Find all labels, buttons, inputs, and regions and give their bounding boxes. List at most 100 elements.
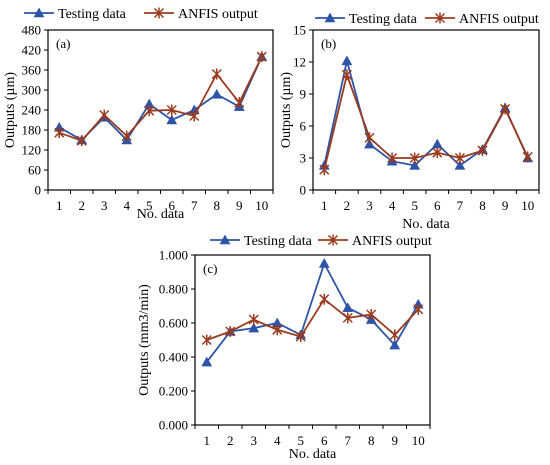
data-point-anfis: [121, 130, 132, 142]
chart-panel: 0.000 0.200 0.400 0.600 0.800 1.000 1 2 3 4 5 6 7 8 9 1…: [137, 234, 432, 462]
x-tick-label: 8: [214, 198, 221, 213]
data-point-testing: [201, 356, 213, 367]
x-tick-label: 8: [368, 433, 375, 448]
x-tick-label: 4: [389, 198, 396, 213]
data-point-testing: [389, 339, 401, 350]
legend: Testing data ANFIS output: [24, 7, 258, 22]
data-point-testing: [318, 257, 330, 268]
y-tick-label: 6: [300, 119, 307, 134]
data-point-anfis: [248, 314, 259, 326]
legend-label-testing: Testing data: [244, 234, 313, 249]
y-tick-label: 180: [22, 123, 42, 138]
data-point-anfis: [295, 331, 306, 343]
chart-panel: 0 60 120 180 240 300 360 420 480 1 2 3 4 5 6 7 8 9 10 (a) No…: [3, 7, 274, 222]
x-tick-label: 3: [251, 433, 258, 448]
data-point-anfis: [364, 132, 375, 144]
data-point-testing: [454, 159, 466, 170]
x-tick-label: 2: [344, 198, 351, 213]
x-tick-label: 5: [411, 198, 418, 213]
legend-marker-anfis: [327, 234, 339, 246]
data-point-anfis: [189, 110, 200, 122]
legend-label-anfis: ANFIS output: [459, 12, 539, 27]
x-tick-label: 1: [321, 198, 328, 213]
x-tick-label: 4: [124, 198, 131, 213]
legend: Testing data ANFIS output: [210, 234, 432, 249]
y-tick-label: 420: [22, 43, 42, 58]
legend-marker-testing: [219, 234, 231, 245]
x-tick-label: 5: [146, 198, 153, 213]
legend-label-anfis: ANFIS output: [352, 234, 432, 249]
data-point-anfis: [522, 151, 533, 163]
x-tick-label: 9: [236, 198, 243, 213]
y-tick-label: 15: [293, 23, 306, 38]
y-tick-label: 0.000: [159, 418, 188, 433]
x-tick-label: 6: [434, 198, 441, 213]
x-tick-label: 5: [298, 433, 305, 448]
data-point-anfis: [389, 329, 400, 341]
legend: Testing data ANFIS output: [315, 12, 539, 27]
x-axis-label: No. data: [402, 217, 450, 232]
data-point-testing: [248, 322, 260, 333]
y-tick-label: 9: [300, 87, 307, 102]
y-tick-label: 3: [300, 151, 307, 166]
y-tick-label: 0: [300, 183, 307, 198]
x-tick-label: 7: [191, 198, 198, 213]
x-tick-label: 7: [345, 433, 352, 448]
data-point-anfis: [454, 152, 465, 164]
y-tick-label: 300: [22, 83, 42, 98]
legend-marker-anfis: [153, 7, 165, 19]
data-point-anfis: [409, 152, 420, 164]
y-tick-label: 0.600: [159, 316, 188, 331]
y-tick-label: 1.000: [159, 248, 188, 263]
x-axis-label: No. data: [289, 447, 337, 462]
data-point-anfis: [413, 303, 424, 315]
data-point-anfis: [319, 164, 330, 176]
x-tick-label: 2: [227, 433, 234, 448]
y-axis-label: Outputs (µm): [3, 72, 18, 148]
x-axis-label: No. data: [137, 207, 185, 222]
y-tick-label: 480: [22, 23, 42, 38]
legend-label-testing: Testing data: [349, 12, 418, 27]
data-point-anfis: [234, 97, 245, 109]
x-tick-label: 6: [169, 198, 176, 213]
data-point-testing: [364, 138, 375, 149]
legend-marker-testing: [33, 7, 45, 18]
x-tick-label: 1: [56, 198, 63, 213]
x-tick-label: 3: [101, 198, 108, 213]
series-line: [58, 56, 263, 142]
x-tick-label: 7: [457, 198, 464, 213]
x-tick-label: 10: [255, 198, 268, 213]
y-tick-label: 240: [22, 103, 42, 118]
panel-label: (b): [321, 36, 336, 51]
x-tick-label: 2: [79, 198, 86, 213]
x-tick-label: 3: [366, 198, 373, 213]
y-tick-label: 0.800: [159, 282, 188, 297]
y-tick-label: 0.400: [159, 350, 188, 365]
data-point-anfis: [211, 68, 222, 80]
panel-label: (c): [203, 261, 217, 276]
data-point-testing: [211, 88, 223, 99]
data-point-anfis: [319, 293, 330, 305]
data-point-anfis: [54, 127, 65, 139]
data-point-anfis: [76, 135, 87, 147]
series-line: [58, 56, 263, 142]
legend-label-testing: Testing data: [58, 7, 127, 22]
x-tick-label: 10: [412, 433, 425, 448]
data-point-testing: [341, 55, 353, 66]
y-axis-label: Outputs (mm3/min): [137, 284, 152, 396]
series-line: [323, 71, 529, 170]
data-point-anfis: [477, 145, 488, 157]
y-tick-label: 360: [22, 63, 42, 78]
data-point-testing: [409, 159, 421, 170]
x-tick-label: 9: [502, 198, 509, 213]
data-point-anfis: [366, 309, 377, 320]
legend-label-anfis: ANFIS output: [178, 7, 258, 22]
y-tick-label: 120: [22, 143, 42, 158]
data-point-anfis: [201, 334, 212, 346]
data-point-anfis: [225, 326, 236, 337]
x-tick-label: 8: [479, 198, 486, 213]
legend-marker-testing: [324, 12, 336, 23]
y-tick-label: 0: [35, 183, 42, 198]
